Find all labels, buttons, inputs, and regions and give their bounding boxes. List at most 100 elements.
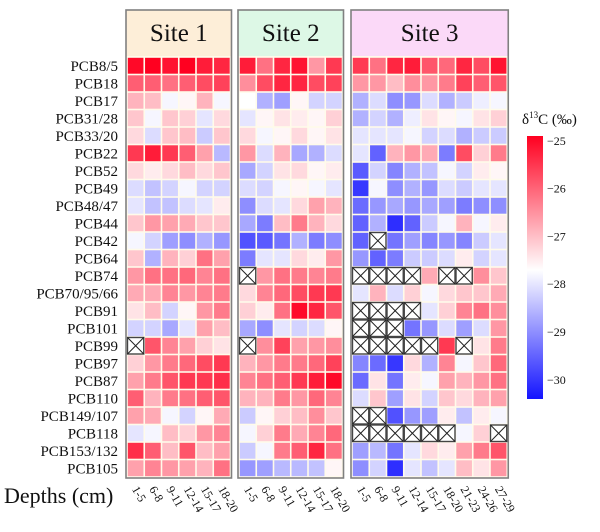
heatmap-cell [421,145,438,162]
heatmap-cell [274,302,290,319]
heatmap-cell [196,250,213,267]
heatmap-cell [274,425,290,442]
heatmap-cell [127,57,144,74]
heatmap-cell [239,460,256,477]
heatmap-cell [370,92,386,109]
heatmap-cell [239,285,256,302]
heatmap-cell [387,180,403,197]
heatmap-cell [308,355,325,372]
heatmap-cell [291,320,308,337]
row-label: PCB99 [75,339,118,355]
heatmap-cell [179,442,196,459]
colorbar-tick-label: −26 [547,182,566,196]
heatmap-cell [145,355,161,372]
heatmap-cell [162,110,178,127]
heatmap-cell [421,442,438,459]
heatmap-cell [291,250,308,267]
heatmap-cell [179,460,196,477]
heatmap-cell [308,407,325,424]
heatmap-cell [145,407,161,424]
heatmap-cell [274,92,290,109]
heatmap-cell [257,162,273,179]
heatmap-cell [257,75,273,92]
heatmap-cell [291,180,308,197]
heatmap-cell [352,145,369,162]
heatmap-cell [370,250,386,267]
heatmap-cell [274,390,290,407]
depth-tick-label: 1-5 [241,484,261,505]
heatmap-cell [214,92,230,109]
missing-cell [351,319,370,338]
heatmap-cell [179,145,196,162]
heatmap-cell [127,425,144,442]
heatmap-cell [239,232,256,249]
heatmap-cell [214,372,230,389]
heatmap-cell [179,285,196,302]
heatmap-cell [162,460,178,477]
heatmap-cell [439,285,455,302]
heatmap-cell [352,372,369,389]
heatmap-cell [352,197,369,214]
heatmap-cell [145,57,161,74]
missing-cell [351,336,370,355]
heatmap-cell [257,355,273,372]
heatmap-cell [421,407,438,424]
heatmap-cell [162,215,178,232]
heatmap-cell [473,215,490,232]
heatmap-cell [490,355,507,372]
heatmap-cell [257,267,273,284]
heatmap-cell [162,232,178,249]
heatmap-cell [490,215,507,232]
heatmap-cell [257,407,273,424]
heatmap-cell [326,110,342,127]
row-label: PCB110 [68,391,118,407]
heatmap-cell [404,460,421,477]
colorbar: δ13C (‰) −25 −26 −27 −28 −29 −30 [522,110,577,399]
heatmap-cell [162,337,178,354]
heatmap-cell [257,92,273,109]
heatmap-cell [274,110,290,127]
heatmap-cell [308,215,325,232]
heatmap-cell [162,57,178,74]
row-label: PCB105 [67,461,118,477]
heatmap-cell [291,215,308,232]
heatmap-cell [214,285,230,302]
heatmap-cell [352,110,369,127]
missing-cell [420,336,439,355]
heatmap-cell [127,302,144,319]
heatmap-cell [439,355,455,372]
heatmap-cell [127,320,144,337]
heatmap-cell [490,390,507,407]
missing-cell [369,424,387,443]
heatmap-cell [239,180,256,197]
heatmap-cell [145,390,161,407]
heatmap-cell [239,197,256,214]
heatmap-cell [490,57,507,74]
missing-cell [386,336,404,355]
heatmap-cell [456,355,472,372]
heatmap-cell [257,285,273,302]
heatmap-cell [439,110,455,127]
missing-cell [386,319,404,338]
heatmap-cell [179,197,196,214]
heatmap-cell [214,145,230,162]
heatmap-cell [239,390,256,407]
heatmap-cell [404,215,421,232]
heatmap-cell [145,372,161,389]
heatmap-cell [456,372,472,389]
heatmap-cell [473,267,490,284]
heatmap-cell [404,57,421,74]
heatmap-cell [370,110,386,127]
heatmap-cell [456,460,472,477]
heatmap-cell [404,75,421,92]
heatmap-cell [370,180,386,197]
heatmap-cell [239,355,256,372]
heatmap-cell [326,267,342,284]
heatmap-cell [387,285,403,302]
heatmap-cell [162,320,178,337]
heatmap-cell [196,267,213,284]
heatmap-cell [456,110,472,127]
heatmap-cell [257,320,273,337]
heatmap-cell [456,425,472,442]
heatmap-cell [291,355,308,372]
